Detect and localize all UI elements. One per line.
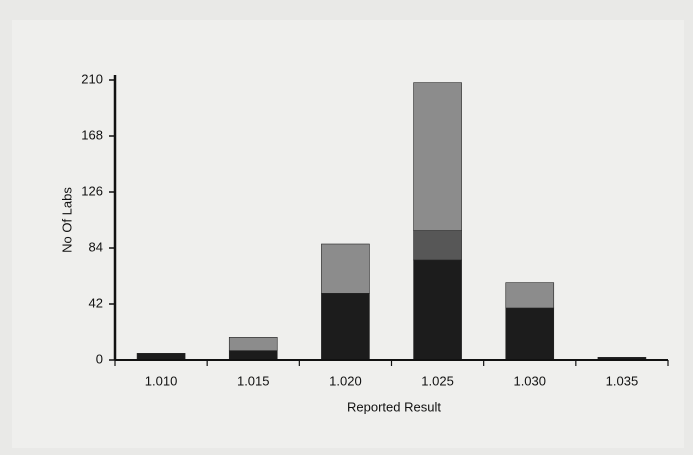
x-axis-label: Reported Result xyxy=(347,399,441,414)
y-tick-label: 84 xyxy=(89,239,103,254)
x-tick-label: 1.020 xyxy=(329,373,362,388)
y-tick-label: 168 xyxy=(81,127,103,142)
y-tick-label: 42 xyxy=(89,295,103,310)
y-axis-label: No Of Labs xyxy=(59,187,74,253)
bar-segment xyxy=(413,259,462,361)
bar-segment xyxy=(321,243,370,294)
bar-segment xyxy=(228,337,278,351)
bar-segment xyxy=(321,293,370,361)
bar-segment xyxy=(413,82,462,231)
x-tick-label: 1.025 xyxy=(421,373,454,388)
bar-segment xyxy=(505,307,555,361)
bar-segment xyxy=(413,230,462,261)
x-tick-label: 1.035 xyxy=(606,373,639,388)
x-tick-label: 1.030 xyxy=(513,373,546,388)
x-tick-label: 1.010 xyxy=(145,373,178,388)
x-tick-label: 1.015 xyxy=(237,373,270,388)
y-tick-label: 210 xyxy=(81,71,103,86)
bar-segment xyxy=(228,350,278,361)
bar-segment xyxy=(505,282,555,309)
y-tick-label: 0 xyxy=(96,351,103,366)
y-tick-label: 126 xyxy=(81,183,103,198)
chart-background xyxy=(12,20,684,448)
